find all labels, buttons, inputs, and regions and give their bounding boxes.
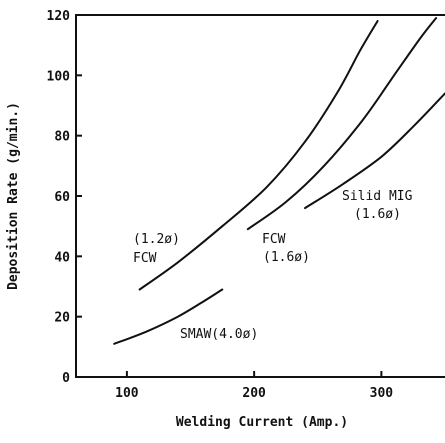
label-smaw: SMAW(4.0ø)	[180, 327, 258, 342]
curve-silid-mig-1-6	[304, 92, 445, 210]
curve-1-2-fcw	[138, 20, 379, 291]
y-tick-label: 120	[47, 9, 71, 24]
y-tick-label: 60	[54, 190, 70, 205]
label-fcw-12-line2: FCW	[133, 251, 157, 266]
label-mig-line2: (1.6ø)	[354, 207, 401, 222]
y-axis-ticks: 0 20 40 60 80 100 120	[47, 9, 82, 386]
x-tick-label: 200	[242, 386, 266, 401]
y-tick-label: 0	[62, 371, 70, 386]
label-fcw-16-line1: FCW	[262, 232, 286, 247]
x-axis-label: Welding Current (Amp.)	[176, 415, 348, 430]
y-tick-label: 40	[54, 250, 70, 265]
y-axis-label: Deposition Rate (g/min.)	[6, 102, 21, 290]
x-axis-ticks: 100 200 300	[115, 371, 393, 401]
series-labels: (1.2ø) FCW FCW (1.6ø) Silid MIG (1.6ø) S…	[133, 189, 413, 342]
y-tick-label: 100	[47, 69, 71, 84]
label-fcw-16-line2: (1.6ø)	[263, 250, 310, 265]
curve-fcw-1-6	[246, 17, 438, 231]
y-tick-label: 20	[54, 311, 70, 326]
label-fcw-12-line1: (1.2ø)	[133, 232, 180, 247]
curve-smaw-4-0	[113, 288, 224, 345]
x-tick-label: 300	[370, 386, 394, 401]
y-tick-label: 80	[54, 130, 70, 145]
label-mig-line1: Silid MIG	[342, 189, 413, 204]
series-curves	[113, 17, 445, 345]
x-tick-label: 100	[115, 386, 139, 401]
